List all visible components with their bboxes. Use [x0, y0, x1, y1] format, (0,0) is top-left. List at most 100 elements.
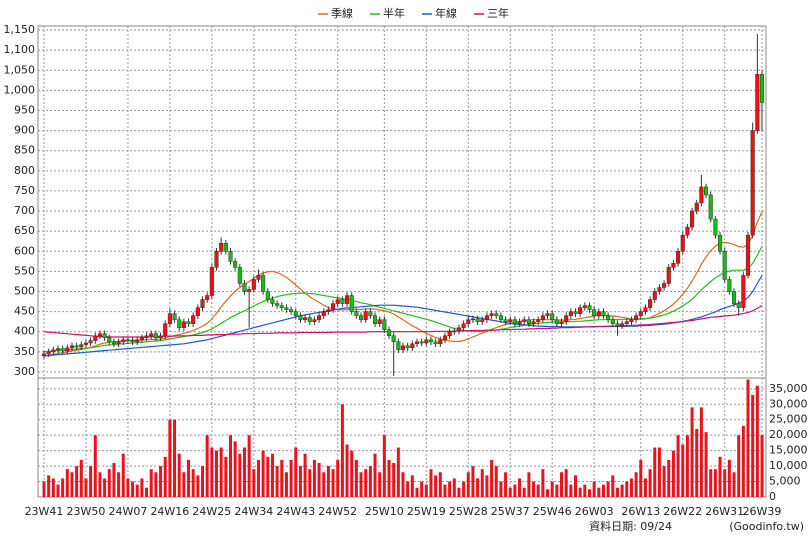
candle-body [456, 327, 461, 332]
volume-bar [359, 472, 363, 497]
volume-bar [737, 435, 741, 497]
volume-bar [382, 435, 386, 497]
candle-body [303, 317, 308, 320]
candle-body [550, 313, 555, 320]
candle-body [638, 311, 643, 316]
volume-bar [420, 481, 424, 497]
volume-bar [434, 475, 438, 497]
volume-bar [746, 379, 750, 497]
volume-bar [560, 472, 564, 497]
candle-body [680, 234, 685, 252]
candle-body [312, 319, 317, 322]
volume-bar [219, 447, 223, 497]
candle-body [289, 309, 294, 312]
volume-bar [224, 456, 228, 497]
volume-bar [270, 453, 274, 497]
legend-label: 季線 [331, 6, 353, 20]
candle-body [745, 234, 751, 276]
y-tick-label: 350 [14, 345, 35, 358]
volume-bar [392, 463, 396, 497]
volume-bar [42, 481, 46, 497]
candle-body [93, 335, 98, 341]
candle-body [643, 307, 648, 312]
volume-bar [499, 481, 503, 497]
candle-body [340, 299, 345, 304]
volume-bar [154, 472, 158, 497]
candle-body [83, 342, 89, 345]
x-tick-label: 25W10 [365, 505, 404, 518]
y-tick-label: 900 [14, 124, 35, 137]
volume-bar [709, 469, 713, 497]
volume-bar [187, 459, 191, 497]
ma-line [43, 275, 763, 357]
volume-bar [513, 484, 517, 497]
candle-body [508, 319, 513, 322]
volume-bar [215, 450, 219, 497]
candle-body [293, 311, 298, 316]
volume-bar [312, 459, 316, 497]
candle-body [438, 339, 443, 345]
candle-body [247, 289, 252, 292]
volume-bar [443, 484, 447, 497]
volume-bar [471, 466, 475, 497]
volume-tick-label: 10,000 [769, 459, 808, 472]
candle-body [526, 319, 531, 324]
volume-bar [317, 463, 321, 497]
volume-bar [56, 484, 60, 497]
volume-bar [191, 469, 195, 497]
volume-tick-label: 15,000 [769, 444, 808, 457]
volume-bar [294, 447, 298, 497]
candle-body [475, 318, 480, 322]
y-tick-label: 1,150 [4, 23, 36, 36]
x-tick-label: 24W07 [108, 505, 147, 518]
candle-body [466, 319, 471, 324]
y-tick-label: 500 [14, 285, 35, 298]
volume-bar [527, 472, 531, 497]
candle-body [60, 348, 65, 352]
x-tick-label: 25W19 [407, 505, 446, 518]
volume-tick-label: 20,000 [769, 428, 808, 441]
volume-bar [340, 404, 344, 497]
candle-body [205, 295, 210, 300]
candle-body [727, 279, 732, 292]
volume-bar [751, 395, 755, 497]
y-tick-label: 850 [14, 144, 35, 157]
volume-bar [494, 466, 498, 497]
volume-bar [252, 469, 256, 497]
candle-body [219, 242, 224, 252]
candle-body [564, 315, 569, 322]
candle-body [149, 333, 154, 337]
volume-bar [364, 469, 368, 497]
candle-body [200, 299, 205, 308]
volume-bar [205, 435, 209, 497]
volume-bar [448, 481, 452, 497]
volume-bar [201, 466, 205, 497]
candle-body [256, 275, 261, 280]
volume-bar [247, 435, 251, 497]
volume-bar [597, 487, 601, 497]
candle-body [428, 339, 434, 343]
volume-bar [760, 435, 764, 497]
volume-bar [713, 469, 717, 497]
volume-bar [625, 481, 629, 497]
volume-bar [112, 463, 116, 497]
volume-bar [727, 459, 731, 497]
candle-body [391, 335, 396, 343]
volume-bar [620, 484, 624, 497]
candle-body [65, 347, 70, 352]
y-tick-label: 400 [14, 325, 35, 338]
x-tick-label: 26W13 [621, 505, 660, 518]
candle-body [363, 311, 368, 320]
volume-bar [177, 453, 181, 497]
candle-body [405, 345, 410, 349]
candle-body [237, 267, 242, 284]
volume-bar [242, 447, 246, 497]
volume-bar [574, 475, 578, 497]
volume-bar [406, 481, 410, 497]
candle-body [261, 275, 266, 292]
candle-body [233, 261, 238, 268]
volume-bar [168, 419, 172, 497]
volume-bar [322, 472, 326, 497]
source: (Goodinfo.tw) [729, 520, 804, 533]
volume-bar [396, 447, 400, 497]
